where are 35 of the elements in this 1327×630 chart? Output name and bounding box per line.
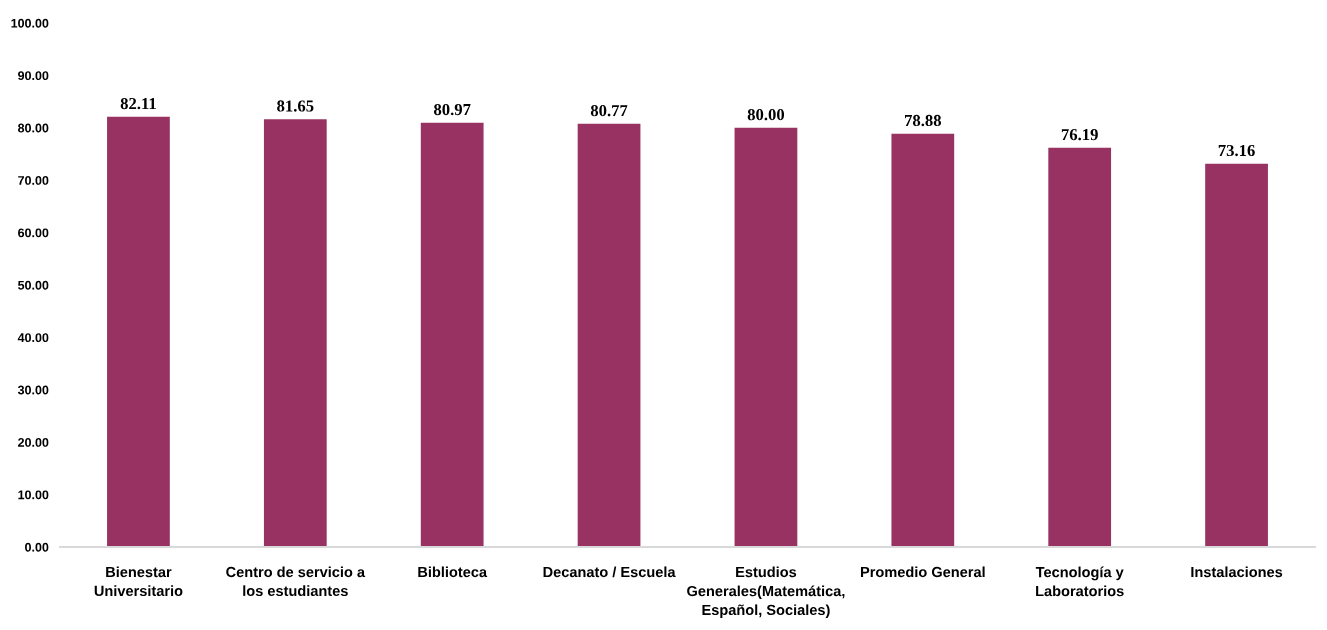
data-label: 76.19 [1061,129,1098,141]
data-label: 73.16 [1218,144,1255,157]
data-label: 78.88 [905,114,942,127]
y-tick-label: 40.00 [17,333,49,343]
bar [263,119,327,547]
x-tick-label: Decanato / Escuela [543,566,676,578]
data-label: 80.77 [590,104,628,117]
y-tick-label: 80.00 [18,123,49,133]
data-label: 80.97 [433,103,471,116]
bar [420,122,484,547]
y-tick-label: 0.00 [25,542,49,552]
x-tick-label: Tecnología y Laboratorios [1035,566,1124,597]
bar [107,116,170,547]
x-tick-label: Estudios Generales(Matemática, Español, Sociales) [687,566,845,618]
data-label: 80.00 [747,109,785,121]
bar [1048,147,1112,547]
y-tick-label: 50.00 [18,280,49,290]
y-tick-label: 60.00 [18,228,49,238]
y-tick-label: 90.00 [18,71,49,81]
x-tick-label: Instalaciones [1191,566,1283,578]
x-tick-label: Bienestar Universitario [94,566,183,597]
x-tick-label: Biblioteca [418,566,488,578]
y-tick-label: 70.00 [18,176,49,185]
y-tick-label: 20.00 [18,438,49,447]
x-tick-label: Centro de servicio a los estudiantes [226,566,366,597]
bar [734,127,798,547]
bar [577,123,641,547]
y-tick-label: 10.00 [18,490,49,500]
x-tick-label: Promedio General [860,566,985,578]
y-tick-label: 100.00 [11,18,49,28]
data-label: 82.11 [120,97,156,110]
bar [891,133,955,547]
bar [1205,163,1268,547]
y-tick-label: 30.00 [17,385,49,395]
data-label: 81.65 [277,100,314,112]
